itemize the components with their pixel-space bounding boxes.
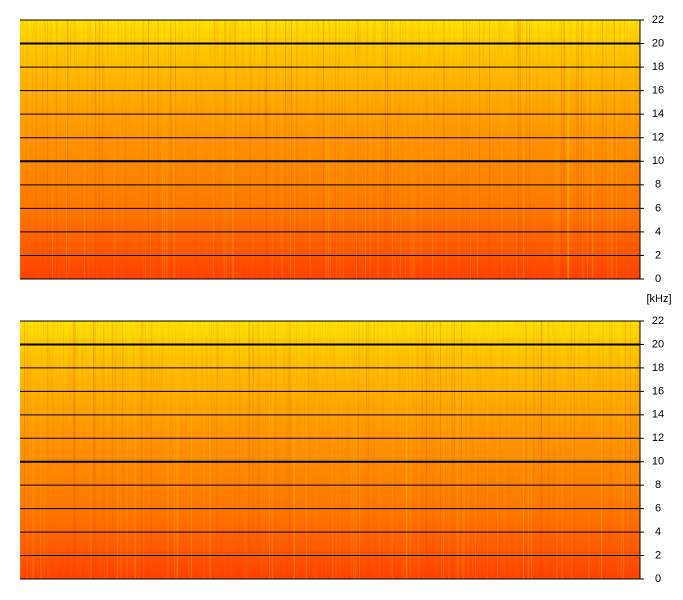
y-tick-label: 22 <box>652 315 664 327</box>
y-tick-label: 0 <box>655 273 661 285</box>
y-tick-label: 12 <box>652 432 664 444</box>
y-tick-label: 4 <box>655 226 661 238</box>
y-tick-label: 2 <box>655 249 661 261</box>
y-tick-label: 14 <box>652 108 664 120</box>
y-tick-label: 22 <box>652 14 664 26</box>
y-tick-label: 6 <box>655 503 661 515</box>
y-tick-label: 10 <box>652 155 664 167</box>
y-tick-label: 0 <box>655 573 661 585</box>
y-tick-label: 8 <box>655 179 661 191</box>
spectrogram-noise <box>20 321 640 579</box>
y-tick-label: 18 <box>652 61 664 73</box>
y-tick-label: 12 <box>652 132 664 144</box>
y-tick-label: 20 <box>652 37 664 49</box>
y-tick-label: 2 <box>655 549 661 561</box>
y-tick-label: 6 <box>655 202 661 214</box>
spectrogram-noise <box>20 20 640 279</box>
y-tick-label: 10 <box>652 456 664 468</box>
y-tick-label: 18 <box>652 362 664 374</box>
y-tick-label: 8 <box>655 479 661 491</box>
y-axis-label: [kHz] <box>646 293 671 305</box>
y-tick-label: 16 <box>652 85 664 97</box>
y-tick-label: 16 <box>652 385 664 397</box>
y-tick-label: 20 <box>652 338 664 350</box>
y-tick-label: 14 <box>652 409 664 421</box>
y-tick-label: 4 <box>655 526 661 538</box>
